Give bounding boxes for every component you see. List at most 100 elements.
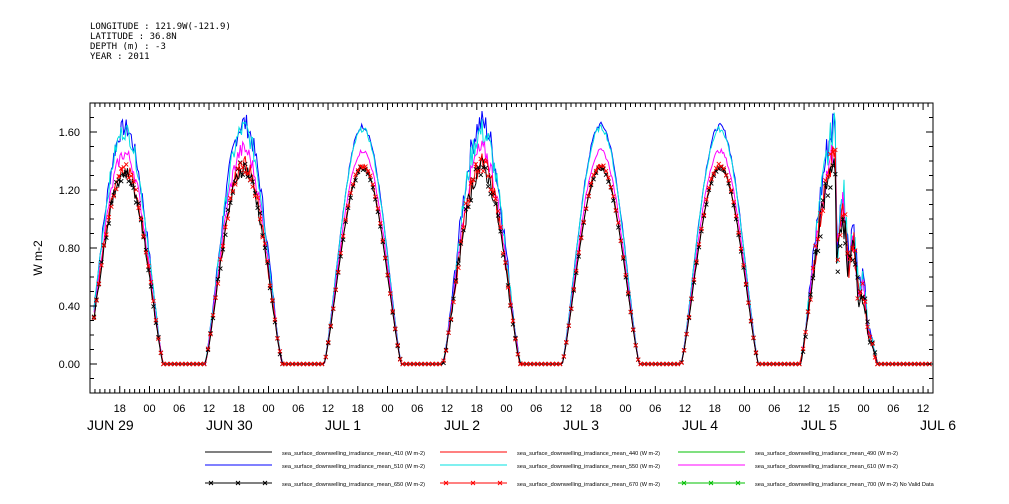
series-marker	[201, 361, 207, 367]
series-marker	[583, 206, 589, 211]
series-marker	[456, 261, 461, 266]
series-marker	[566, 323, 572, 328]
series-marker	[190, 361, 196, 367]
series-marker	[571, 286, 577, 292]
series-marker	[343, 217, 348, 223]
series-marker	[473, 166, 479, 172]
x-tick-label: 06	[649, 403, 661, 415]
series-marker	[645, 361, 651, 367]
x-tick-label: 06	[530, 403, 542, 415]
series-marker	[136, 200, 141, 206]
series-marker	[852, 248, 858, 253]
series-marker	[820, 198, 826, 203]
year-label: YEAR : 2011	[90, 52, 150, 62]
series-marker	[111, 192, 117, 198]
series-marker	[568, 306, 574, 311]
series-marker	[684, 331, 689, 337]
series-marker	[860, 294, 865, 300]
series-marker	[270, 297, 275, 303]
series-marker	[230, 188, 236, 194]
series-marker	[713, 165, 719, 171]
series-marker	[116, 177, 122, 183]
series-marker	[208, 330, 213, 336]
legend-marker	[681, 480, 687, 486]
series-marker	[586, 193, 591, 199]
series-marker	[123, 169, 129, 175]
series-marker	[223, 224, 228, 230]
series-marker	[433, 361, 439, 367]
series-marker	[328, 323, 334, 329]
series-marker	[308, 361, 314, 367]
series-marker	[857, 289, 863, 295]
series-marker	[513, 336, 518, 342]
series-marker	[593, 168, 599, 174]
x-date-label: JUL 2	[444, 417, 480, 433]
series-marker	[353, 172, 358, 177]
series-marker	[810, 275, 816, 281]
series-marker	[736, 230, 741, 236]
series-marker	[782, 361, 787, 367]
series-marker	[803, 329, 808, 335]
series-marker	[235, 166, 241, 172]
legend-marker	[208, 480, 214, 486]
series-marker	[728, 188, 734, 193]
series-marker	[542, 361, 548, 367]
series-marker	[368, 177, 373, 183]
series-marker	[485, 173, 491, 179]
series-marker	[473, 161, 479, 167]
series-marker	[561, 354, 567, 359]
series-marker	[275, 335, 280, 341]
series-marker	[919, 361, 925, 367]
series-marker	[808, 297, 813, 302]
series-marker	[205, 347, 211, 353]
series-marker	[198, 361, 203, 367]
x-tick-label: 06	[292, 403, 304, 415]
series-marker	[803, 334, 808, 340]
series-marker	[635, 357, 641, 362]
series-marker	[500, 250, 506, 256]
series-marker	[470, 177, 476, 183]
series-marker	[704, 202, 709, 207]
series-marker	[721, 167, 727, 173]
series-marker	[478, 156, 484, 162]
series-marker	[753, 350, 759, 355]
series-marker	[109, 204, 114, 210]
series-marker	[743, 282, 749, 288]
series-marker	[448, 316, 454, 322]
legend-label: sea_surface_downwelling_irradiance_mean_…	[755, 451, 898, 457]
series-marker	[823, 177, 828, 183]
series-marker	[397, 357, 403, 362]
series-marker	[485, 184, 491, 189]
series-marker	[845, 251, 851, 256]
x-tick-label: 12	[798, 403, 810, 415]
series-marker	[890, 361, 895, 367]
series-marker	[916, 361, 921, 367]
series-marker	[679, 360, 684, 366]
series-marker	[156, 336, 161, 342]
series-marker	[138, 217, 144, 223]
series-marker	[520, 361, 526, 367]
series-marker	[365, 169, 371, 174]
series-marker	[237, 161, 243, 166]
series-marker	[815, 248, 821, 254]
series-marker	[250, 179, 255, 184]
series-marker	[297, 361, 303, 367]
series-marker	[606, 175, 611, 180]
series-marker	[272, 317, 278, 322]
series-marker	[828, 185, 833, 190]
series-marker	[250, 184, 255, 190]
series-marker	[179, 361, 185, 367]
series-marker	[282, 361, 288, 367]
series-marker	[247, 177, 253, 183]
series-marker	[495, 213, 501, 218]
series-marker	[358, 164, 363, 169]
series-marker	[118, 166, 124, 171]
series-marker	[709, 176, 714, 182]
x-tick-label: 00	[262, 403, 274, 415]
series-marker	[387, 291, 393, 296]
series-marker	[335, 269, 341, 275]
series-marker	[348, 190, 353, 196]
series-marker	[220, 246, 226, 252]
series-marker	[840, 216, 846, 222]
series-marker	[813, 243, 818, 249]
